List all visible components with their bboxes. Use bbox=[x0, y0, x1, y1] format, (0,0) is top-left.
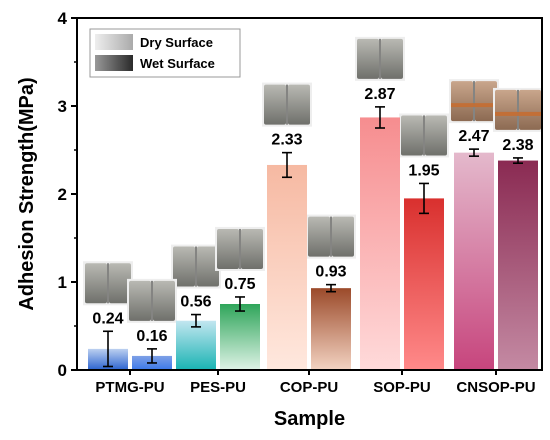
x-tick-label: SOP-PU bbox=[373, 379, 431, 396]
error-bar bbox=[513, 157, 523, 164]
value-label: 0.93 bbox=[315, 264, 346, 281]
sample-photos bbox=[83, 36, 543, 323]
sample-photo bbox=[399, 113, 449, 158]
error-bar bbox=[282, 151, 292, 179]
bar-cop-pu-dry bbox=[267, 164, 307, 370]
sample-photo bbox=[449, 79, 499, 124]
legend: Dry Surface Wet Surface bbox=[89, 28, 241, 78]
sample-photo bbox=[171, 244, 221, 289]
value-label: 0.16 bbox=[136, 328, 167, 345]
value-label: 2.33 bbox=[271, 132, 302, 149]
sample-photo bbox=[83, 261, 133, 306]
sample-photo bbox=[306, 214, 356, 259]
x-axis-title: Sample bbox=[274, 408, 345, 430]
bar-cnsop-pu-wet bbox=[498, 160, 538, 370]
bar-cop-pu-wet bbox=[311, 288, 351, 370]
value-label: 0.24 bbox=[92, 310, 123, 327]
error-bar bbox=[469, 148, 479, 157]
value-label: 2.87 bbox=[364, 86, 395, 103]
sample-photo bbox=[493, 87, 543, 132]
x-tick-label: COP-PU bbox=[280, 379, 338, 396]
sample-photo bbox=[262, 82, 312, 127]
legend-swatch bbox=[95, 34, 133, 50]
x-tick-label: PTMG-PU bbox=[95, 379, 164, 396]
y-axis-title: Adhesion Strength(MPa) bbox=[16, 77, 38, 310]
y-tick-label: 4 bbox=[58, 9, 68, 28]
error-bar bbox=[235, 296, 245, 312]
error-bar bbox=[326, 283, 336, 293]
bar-pes-pu-dry bbox=[176, 320, 216, 370]
x-axis-ticks: PTMG-PU PES-PU COP-PU SOP-PU CNSOP-PU bbox=[95, 370, 536, 396]
y-tick-label: 1 bbox=[58, 273, 67, 292]
y-tick-label: 3 bbox=[58, 97, 67, 116]
sample-photo bbox=[355, 36, 405, 81]
value-label: 2.47 bbox=[458, 128, 489, 145]
sample-photo bbox=[127, 278, 177, 323]
value-label: 0.75 bbox=[224, 276, 255, 293]
error-bar bbox=[147, 348, 157, 364]
error-bar bbox=[103, 330, 113, 368]
legend-label: Wet Surface bbox=[140, 56, 215, 71]
y-tick-label: 2 bbox=[58, 185, 67, 204]
x-tick-label: CNSOP-PU bbox=[456, 379, 535, 396]
y-tick-label: 0 bbox=[58, 361, 67, 380]
value-label: 1.95 bbox=[408, 162, 439, 179]
bar-sop-pu-wet bbox=[404, 198, 444, 370]
legend-label: Dry Surface bbox=[140, 35, 213, 50]
bar-sop-pu-dry bbox=[360, 117, 400, 370]
error-bar bbox=[191, 313, 201, 328]
error-bar bbox=[419, 182, 429, 215]
bar-cnsop-pu-dry bbox=[454, 152, 494, 370]
value-label: 0.56 bbox=[180, 294, 211, 311]
legend-swatch bbox=[95, 55, 133, 71]
bars-layer: 0.24 0.56 2.33 2.87 2.47 0.16 0.75 0.93 1.95 2.38 bbox=[88, 86, 538, 370]
error-bar bbox=[375, 106, 385, 129]
value-label: 2.38 bbox=[502, 137, 533, 154]
sample-photo bbox=[215, 226, 265, 271]
y-axis-ticks: 0 1 2 3 4 bbox=[58, 9, 77, 380]
bar-pes-pu-wet bbox=[220, 304, 260, 370]
x-tick-label: PES-PU bbox=[190, 379, 246, 396]
